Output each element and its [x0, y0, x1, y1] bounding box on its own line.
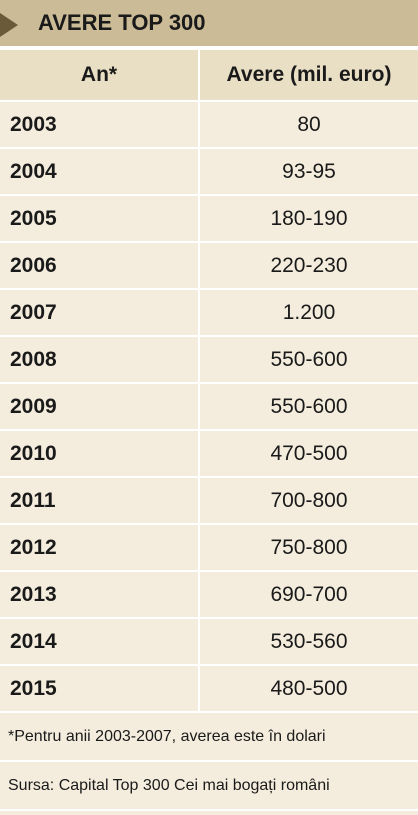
year-cell: 2005	[0, 196, 200, 241]
value-cell: 1.200	[282, 300, 336, 324]
year-cell: 2014	[0, 619, 200, 664]
year-cell: 2008	[0, 337, 200, 382]
value-cell: 80	[297, 112, 321, 136]
table-row: 2011 700-800	[0, 478, 418, 525]
table-row: 2012 750-800	[0, 525, 418, 572]
value-cell: 550-600	[270, 394, 348, 418]
value-cell: 180-190	[270, 206, 348, 230]
table-row: 2007 1.200	[0, 290, 418, 337]
table-row: 2014 530-560	[0, 619, 418, 666]
table-row: 2008 550-600	[0, 337, 418, 384]
value-cell: 220-230	[270, 253, 348, 277]
footnote: *Pentru anii 2003-2007, averea este în d…	[0, 713, 418, 762]
value-cell: 700-800	[270, 488, 348, 512]
year-cell: 2011	[0, 478, 200, 523]
value-cell: 690-700	[270, 582, 348, 606]
title-marker	[0, 13, 18, 37]
source: Sursa: Capital Top 300 Cei mai bogați ro…	[0, 762, 418, 811]
column-header: Avere (mil. euro)	[226, 63, 392, 86]
title-bar: AVERE TOP 300	[0, 0, 418, 50]
header-row: An* Avere (mil. euro)	[0, 50, 418, 102]
column-header: An*	[0, 50, 200, 100]
table-row: 2003 80	[0, 102, 418, 149]
year-cell: 2010	[0, 431, 200, 476]
year-cell: 2013	[0, 572, 200, 617]
table-row: 2013 690-700	[0, 572, 418, 619]
table-body: 2003 80 2004 93-95 2005 180-190 2006 220-230 200…	[0, 102, 418, 713]
table-row: 2009 550-600	[0, 384, 418, 431]
value-cell: 93-95	[282, 159, 336, 183]
year-cell: 2006	[0, 243, 200, 288]
year-cell: 2004	[0, 149, 200, 194]
year-cell: 2007	[0, 290, 200, 335]
table-row: 2010 470-500	[0, 431, 418, 478]
year-cell: 2012	[0, 525, 200, 570]
value-cell: 530-560	[270, 629, 348, 653]
value-cell: 480-500	[270, 676, 348, 700]
value-cell: 750-800	[270, 535, 348, 559]
title: AVERE TOP 300	[38, 10, 206, 35]
year-cell: 2015	[0, 666, 200, 711]
table-row: 2004 93-95	[0, 149, 418, 196]
value-cell: 470-500	[270, 441, 348, 465]
table-row: 2005 180-190	[0, 196, 418, 243]
year-cell: 2003	[0, 102, 200, 147]
table-row: 2006 220-230	[0, 243, 418, 290]
year-cell: 2009	[0, 384, 200, 429]
table: An* Avere (mil. euro) 2003 80 2004 93-95 2005 1…	[0, 50, 418, 713]
value-cell: 550-600	[270, 347, 348, 371]
table-row: 2015 480-500	[0, 666, 418, 713]
